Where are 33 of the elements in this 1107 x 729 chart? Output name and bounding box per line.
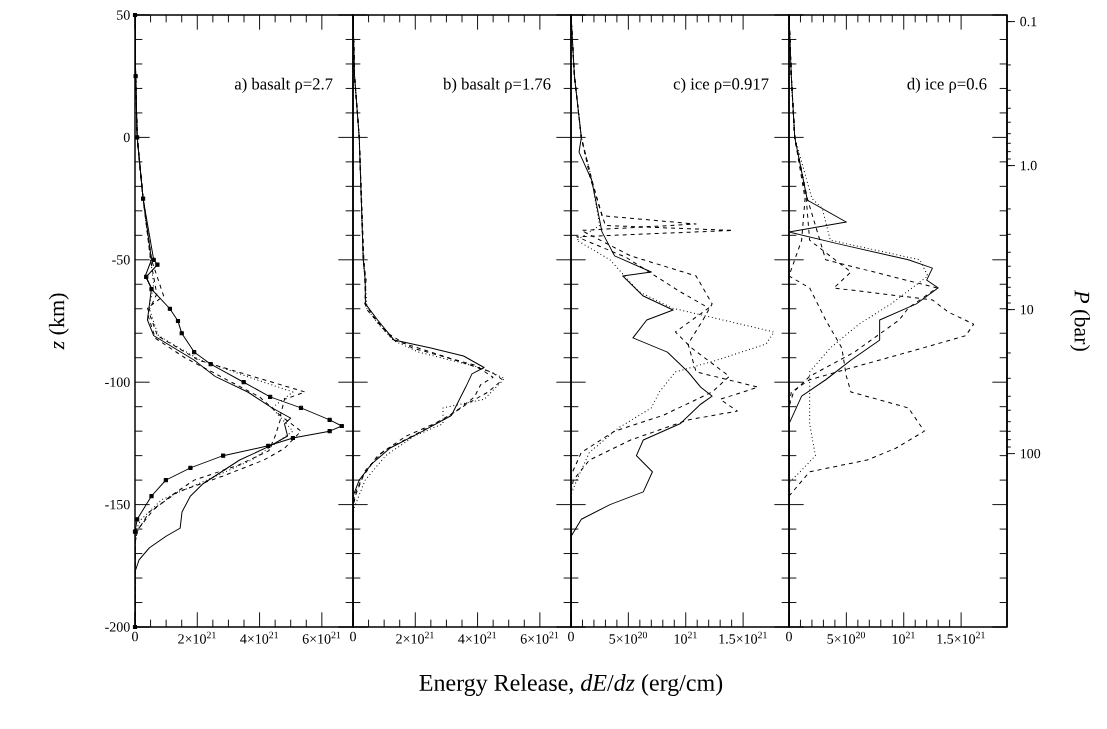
text: 0.1 — [1020, 16, 1037, 27]
x-tick-label: 2×10$^{21}$ — [396, 631, 434, 644]
x-tick-label: 6×10$^{21}$ — [520, 631, 559, 644]
text: d) ice ρ=0.6 — [907, 77, 987, 93]
x-tick-label: 1.5×10$^{21}$ — [719, 631, 767, 644]
y-axis-title: z (km) — [48, 293, 69, 350]
x-axis-title: Energy Release, dE/dz (erg/cm) — [419, 674, 723, 696]
x-tick-label: 0 — [786, 631, 792, 642]
y-tick-label: -150 — [105, 499, 130, 510]
x-tick-label: 4×10$^{21}$ — [458, 631, 496, 644]
x-tick-label: 0 — [568, 631, 574, 642]
x-tick-label: 4×10$^{21}$ — [240, 631, 278, 644]
text: 10 — [1020, 304, 1034, 315]
y-tick-label: -50 — [112, 255, 130, 265]
x-tick-label: 0 — [350, 631, 356, 642]
y2-axis-title: P (bar) — [1070, 290, 1090, 351]
text: 1.0 — [1020, 160, 1037, 171]
x-tick-label: 1.5×10$^{21}$ — [937, 631, 985, 644]
x-tick-label: 5×10$^{20}$ — [827, 631, 866, 644]
x-tick-label: 10$^{21}$ — [892, 631, 915, 644]
x-tick-label: 2×10$^{21}$ — [178, 631, 216, 644]
x-tick-label: 0 — [132, 631, 138, 642]
x-tick-label: 6×10$^{21}$ — [302, 631, 341, 644]
x-tick-label: 10$^{21}$ — [674, 631, 697, 644]
text: a) basalt ρ=2.7 — [234, 77, 333, 93]
x-tick-label: 5×10$^{20}$ — [609, 631, 648, 644]
text: b) basalt ρ=1.76 — [443, 77, 551, 93]
y-tick-label: -200 — [105, 622, 130, 632]
text: c) ice ρ=0.917 — [673, 77, 769, 93]
y-tick-label: 50 — [117, 10, 130, 20]
text: 100 — [1020, 448, 1041, 459]
y-tick-label: -100 — [105, 377, 130, 387]
y-tick-label: 0 — [123, 132, 130, 143]
